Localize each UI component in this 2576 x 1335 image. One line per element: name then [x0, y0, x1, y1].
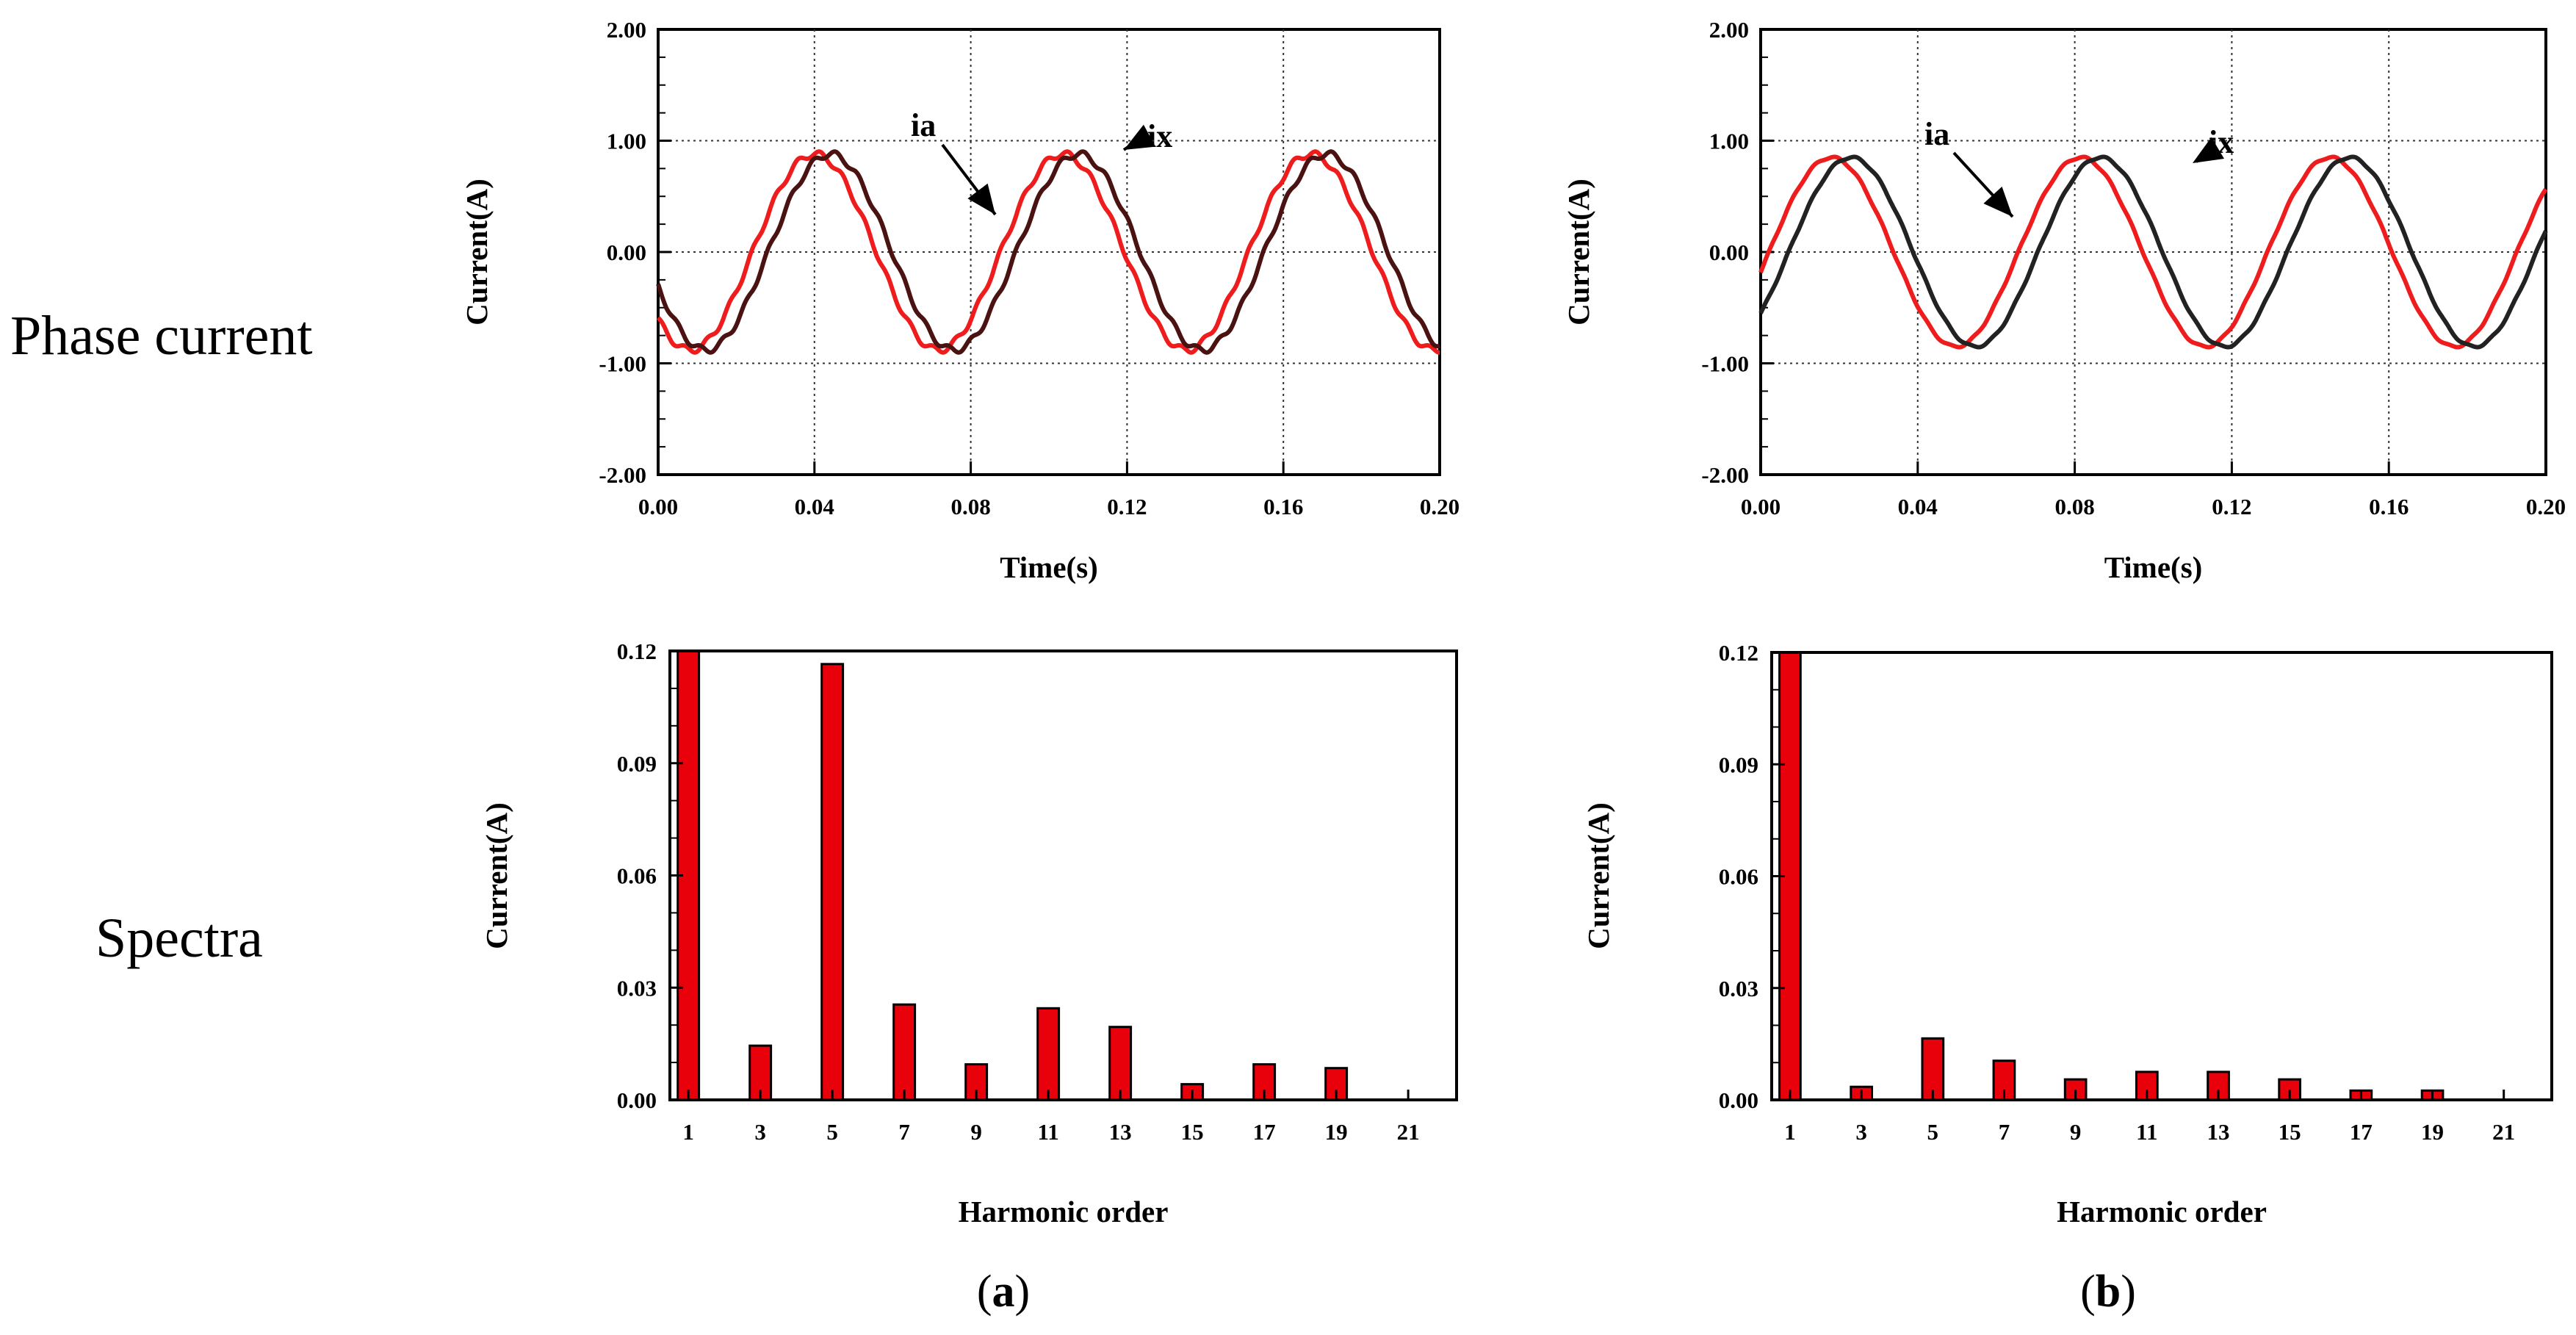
series-line-ix — [656, 149, 1441, 355]
svg-text:(b): (b) — [2080, 1267, 2136, 1317]
x-tick-label: 11 — [2136, 1119, 2157, 1145]
panel-a-spectrum: 1 3 5 7 9 11 13 15 17 19 210.120.090.060.030.00Har… — [480, 638, 1458, 1228]
y-axis-label: Current(A) — [1562, 179, 1595, 325]
bar-h7 — [892, 1003, 917, 1101]
caption-b: (b) — [2080, 1267, 2136, 1317]
x-tick-label: 21 — [2492, 1119, 2515, 1145]
annotation-ia: ia — [1924, 116, 1949, 152]
caption-b-letter: b — [2096, 1267, 2121, 1317]
y-axis-label: Current(A) — [460, 179, 494, 325]
x-tick-label: 0.20 — [1420, 494, 1460, 519]
x-tick-label: 5 — [826, 1119, 838, 1145]
x-tick-label: 0.00 — [1741, 494, 1781, 519]
y-tick-label: -2.00 — [599, 462, 646, 488]
y-tick-label: 0.06 — [617, 863, 657, 889]
x-tick-label: 0.16 — [1263, 494, 1303, 519]
caption-b-close: ) — [2121, 1267, 2136, 1317]
x-tick-label: 0.20 — [2526, 494, 2566, 519]
x-axis-label: Harmonic order — [959, 1195, 1169, 1228]
series-line-ia — [656, 149, 1441, 355]
y-tick-label: -1.00 — [599, 351, 646, 377]
y-axis-label: Current(A) — [480, 802, 513, 949]
annotation-arrow-head — [967, 183, 995, 215]
y-tick-label: 0.03 — [1719, 976, 1758, 1001]
x-tick-label: 0.04 — [795, 494, 834, 519]
y-tick-label: 0.12 — [1719, 640, 1758, 666]
x-tick-label: 15 — [1181, 1119, 1204, 1145]
x-tick-label: 5 — [1927, 1119, 1939, 1145]
x-tick-label: 0.08 — [2054, 494, 2094, 519]
x-tick-label: 7 — [898, 1119, 910, 1145]
svg-text:(a): (a) — [977, 1267, 1030, 1317]
x-tick-label: 0.12 — [2212, 494, 2251, 519]
caption-b-open: ( — [2080, 1267, 2096, 1317]
x-tick-label: 0.04 — [1898, 494, 1938, 519]
y-tick-label: 0.12 — [617, 638, 657, 664]
y-tick-label: 0.00 — [617, 1087, 657, 1113]
caption-a-open: ( — [977, 1267, 992, 1317]
y-tick-label: 0.00 — [607, 240, 646, 265]
y-axis-label: Current(A) — [1581, 802, 1615, 949]
y-tick-label: 1.00 — [1709, 129, 1749, 154]
caption-a-letter: a — [992, 1267, 1015, 1317]
y-tick-label: 0.00 — [1709, 240, 1749, 265]
series-line-ia — [1758, 154, 2548, 350]
x-tick-label: 15 — [2279, 1119, 2301, 1145]
x-axis-label: Harmonic order — [2057, 1195, 2267, 1228]
panel-b-spectrum: 1 3 5 7 9 11 13 15 17 19 210.120.090.060.030.00Har… — [1581, 640, 2553, 1228]
bar-h5 — [820, 663, 845, 1101]
x-tick-label: 17 — [1253, 1119, 1276, 1145]
x-tick-label: 13 — [2207, 1119, 2229, 1145]
x-tick-label: 3 — [754, 1119, 766, 1145]
x-axis-label: Time(s) — [1000, 550, 1098, 584]
annotation-arrow-head — [1124, 124, 1156, 150]
caption-a-close: ) — [1015, 1267, 1031, 1317]
y-tick-label: 0.00 — [1719, 1087, 1758, 1113]
bar-h11 — [1036, 1007, 1061, 1101]
annotation-ia: ia — [911, 107, 936, 143]
x-tick-label: 11 — [1038, 1119, 1059, 1145]
annotation-ix: ix — [1147, 118, 1172, 154]
x-tick-label: 1 — [1784, 1119, 1796, 1145]
y-tick-label: 0.03 — [617, 975, 657, 1001]
x-tick-label: 17 — [2350, 1119, 2373, 1145]
y-tick-label: 1.00 — [607, 129, 646, 154]
x-tick-label: 21 — [1397, 1119, 1420, 1145]
y-tick-label: 2.00 — [1709, 17, 1749, 43]
y-tick-label: 0.09 — [617, 751, 657, 777]
y-tick-label: 0.06 — [1719, 864, 1758, 890]
x-axis-label: Time(s) — [2104, 550, 2203, 584]
caption-a: (a) — [977, 1267, 1030, 1317]
row-label-spectra: Spectra — [95, 907, 263, 969]
y-tick-label: -2.00 — [1701, 462, 1749, 488]
y-tick-label: 2.00 — [607, 17, 646, 43]
y-tick-label: -1.00 — [1701, 351, 1749, 377]
series-line-ix — [1758, 154, 2548, 350]
x-tick-label: 19 — [2421, 1119, 2444, 1145]
y-tick-label: 0.09 — [1719, 752, 1758, 777]
x-tick-label: 0.12 — [1107, 494, 1147, 519]
bar-h13 — [1108, 1026, 1133, 1101]
row-label-phase-current: Phase current — [10, 305, 313, 367]
panel-b-current: ia ix 2.001.000.00-1.00-2.000.00 0.04 0.08… — [1562, 17, 2566, 584]
x-tick-label: 1 — [682, 1119, 694, 1145]
x-tick-label: 9 — [970, 1119, 982, 1145]
x-tick-label: 0.08 — [950, 494, 990, 519]
bar-h17 — [1252, 1063, 1277, 1101]
x-tick-label: 19 — [1325, 1119, 1348, 1145]
annotation-arrow-head — [2193, 137, 2224, 163]
bar-h13 — [2207, 1070, 2230, 1101]
annotation-arrow-head — [1983, 187, 2013, 217]
x-tick-label: 13 — [1109, 1119, 1132, 1145]
x-tick-label: 3 — [1855, 1119, 1867, 1145]
x-tick-label: 7 — [1999, 1119, 2010, 1145]
x-tick-label: 0.16 — [2369, 494, 2409, 519]
x-tick-label: 0.00 — [638, 494, 678, 519]
panel-a-current: ia ix 2.00 1.00 0.00 -1.00 -2.00 0.00 0.04 0.08… — [460, 17, 1460, 584]
x-tick-label: 9 — [2070, 1119, 2082, 1145]
